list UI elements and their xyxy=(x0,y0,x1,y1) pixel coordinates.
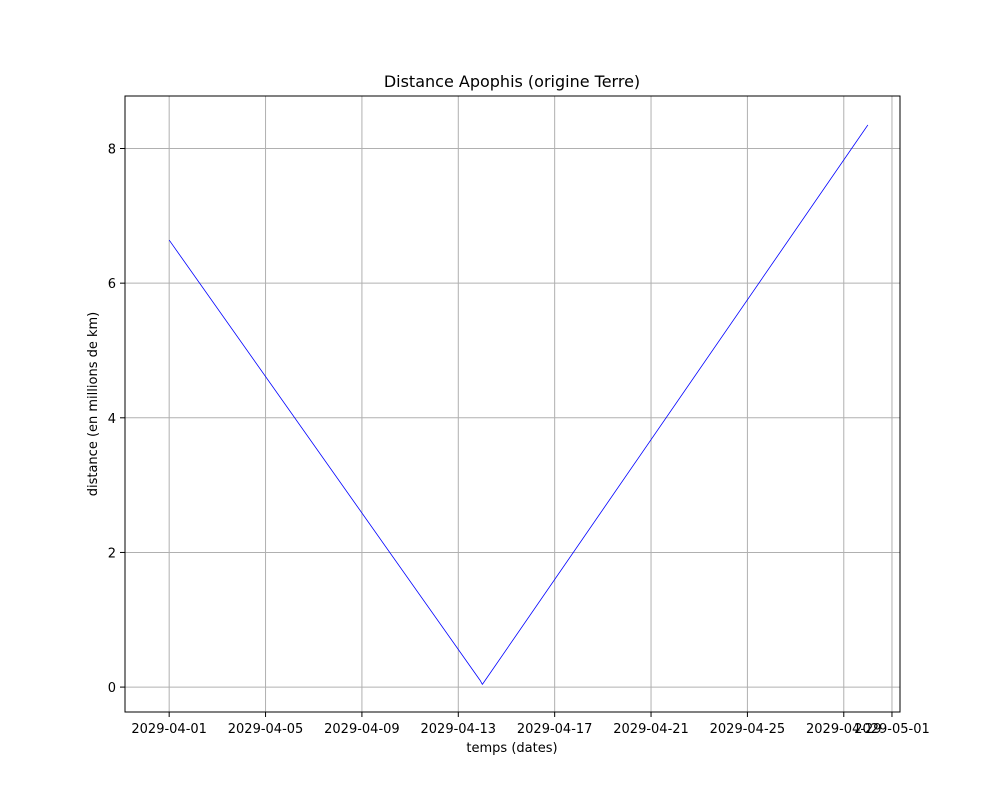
grid xyxy=(125,96,900,712)
chart-title: Distance Apophis (origine Terre) xyxy=(384,72,640,91)
x-tick-label: 2029-04-25 xyxy=(710,722,786,737)
x-tick-label: 2029-04-29 xyxy=(806,722,882,737)
x-tick-label: 2029-04-09 xyxy=(324,722,400,737)
y-tick-label: 8 xyxy=(108,143,116,158)
x-tick-label: 2029-04-01 xyxy=(131,722,207,737)
y-axis-title: distance (en millions de km) xyxy=(86,312,101,497)
series-layer xyxy=(168,124,869,685)
y-tick-label: 0 xyxy=(108,681,116,696)
distance-series-line xyxy=(168,124,869,685)
y-axis: 0 2 4 6 8 xyxy=(108,143,125,696)
x-tick-label: 2029-05-01 xyxy=(854,722,930,737)
x-tick-label: 2029-04-05 xyxy=(228,722,304,737)
y-tick-label: 2 xyxy=(108,546,116,561)
x-tick-label: 2029-04-13 xyxy=(421,722,497,737)
plot-frame xyxy=(124,95,901,713)
x-tick-label: 2029-04-17 xyxy=(517,722,593,737)
x-axis-title: temps (dates) xyxy=(466,741,557,756)
y-tick-label: 4 xyxy=(108,412,116,427)
y-tick-label: 6 xyxy=(108,277,116,292)
x-tick-label: 2029-04-21 xyxy=(613,722,689,737)
x-axis: 2029-04-01 2029-04-05 2029-04-09 2029-04-13… xyxy=(131,712,930,737)
